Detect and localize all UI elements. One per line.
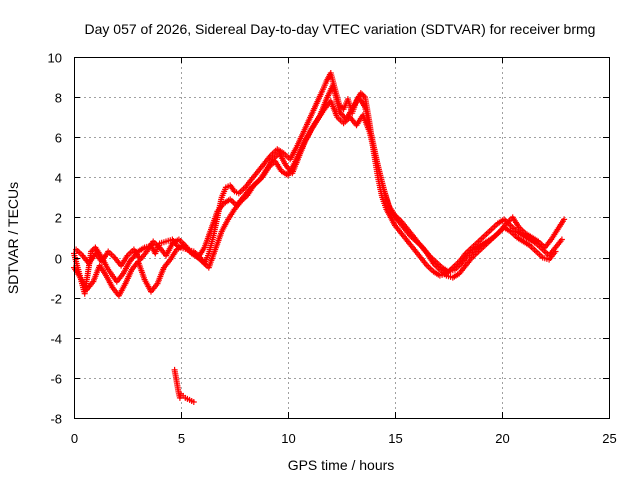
y-tick-label: 2	[55, 211, 62, 226]
y-axis-label: SDTVAR / TECUs	[5, 182, 21, 294]
x-tick-label: 5	[178, 431, 185, 446]
y-tick-label: -6	[50, 372, 62, 387]
series-track-band-3	[73, 82, 568, 275]
data-point	[561, 216, 568, 223]
x-tick-label: 15	[388, 431, 402, 446]
y-tick-label: 4	[55, 171, 62, 186]
y-tick-label: -4	[50, 332, 62, 347]
y-tick-label: 6	[55, 131, 62, 146]
plot-area	[71, 70, 568, 405]
x-tick-label: 20	[495, 431, 509, 446]
data-point	[558, 236, 565, 243]
y-tick-label: 0	[55, 252, 62, 267]
x-tick-label: 25	[602, 431, 616, 446]
data-point	[190, 399, 197, 405]
x-axis-label: GPS time / hours	[288, 457, 395, 473]
x-tick-label: 10	[281, 431, 295, 446]
chart-title: Day 057 of 2026, Sidereal Day-to-day VTE…	[85, 21, 596, 37]
y-tick-label: -8	[50, 412, 62, 427]
y-tick-label: 8	[55, 91, 62, 106]
x-tick-label: 0	[71, 431, 78, 446]
ticks: 0 5 10 15 20 25 -8 -6 -4 -2 0 2 4 6 8 10	[48, 51, 617, 447]
grid	[74, 57, 609, 418]
plot-frame	[74, 57, 610, 419]
y-tick-label: 10	[48, 51, 62, 66]
data-point	[552, 248, 559, 255]
y-tick-label: -2	[50, 292, 62, 307]
series-track-isolated	[171, 366, 197, 405]
